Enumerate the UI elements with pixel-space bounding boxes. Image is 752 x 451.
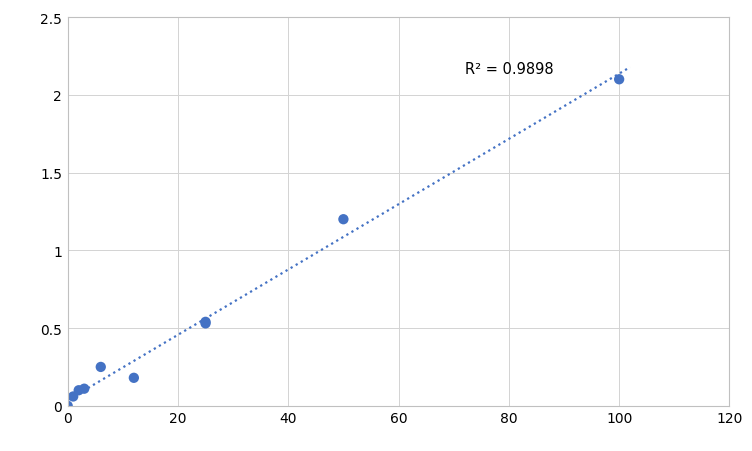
Point xyxy=(613,77,625,84)
Point xyxy=(95,364,107,371)
Point xyxy=(67,393,79,400)
Point xyxy=(73,387,85,394)
Point xyxy=(338,216,350,223)
Point xyxy=(78,385,90,392)
Point xyxy=(62,402,74,410)
Point xyxy=(199,320,211,327)
Text: R² = 0.9898: R² = 0.9898 xyxy=(465,62,553,77)
Point xyxy=(128,374,140,382)
Point xyxy=(199,318,211,326)
